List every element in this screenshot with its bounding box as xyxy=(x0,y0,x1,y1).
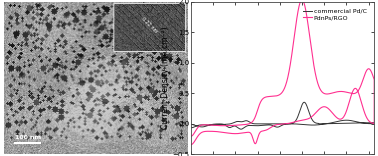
PdnPs/RGO xyxy=(189,144,193,146)
PdnPs/RGO xyxy=(200,131,204,133)
commercial Pd/C xyxy=(343,122,347,124)
commercial Pd/C xyxy=(289,123,293,125)
commercial Pd/C xyxy=(189,127,193,129)
PdnPs/RGO xyxy=(343,91,347,93)
Y-axis label: Current Density (mA cm⁻²): Current Density (mA cm⁻²) xyxy=(161,27,170,129)
Legend: commercial Pd/C, PdnPs/RGO: commercial Pd/C, PdnPs/RGO xyxy=(302,8,367,21)
Line: commercial Pd/C: commercial Pd/C xyxy=(191,102,374,129)
Text: 100 nm: 100 nm xyxy=(14,135,40,140)
PdnPs/RGO xyxy=(218,131,223,133)
commercial Pd/C xyxy=(346,122,350,124)
PdnPs/RGO xyxy=(346,92,350,94)
commercial Pd/C xyxy=(189,123,193,125)
commercial Pd/C xyxy=(363,122,367,124)
Line: PdnPs/RGO: PdnPs/RGO xyxy=(191,0,374,145)
commercial Pd/C xyxy=(239,128,243,130)
commercial Pd/C xyxy=(302,101,307,103)
PdnPs/RGO xyxy=(363,73,367,74)
PdnPs/RGO xyxy=(300,0,304,1)
commercial Pd/C xyxy=(218,123,223,125)
Text: 0.22 nm: 0.22 nm xyxy=(140,16,158,34)
PdnPs/RGO xyxy=(289,122,293,124)
PdnPs/RGO xyxy=(189,135,193,137)
commercial Pd/C xyxy=(200,126,204,128)
